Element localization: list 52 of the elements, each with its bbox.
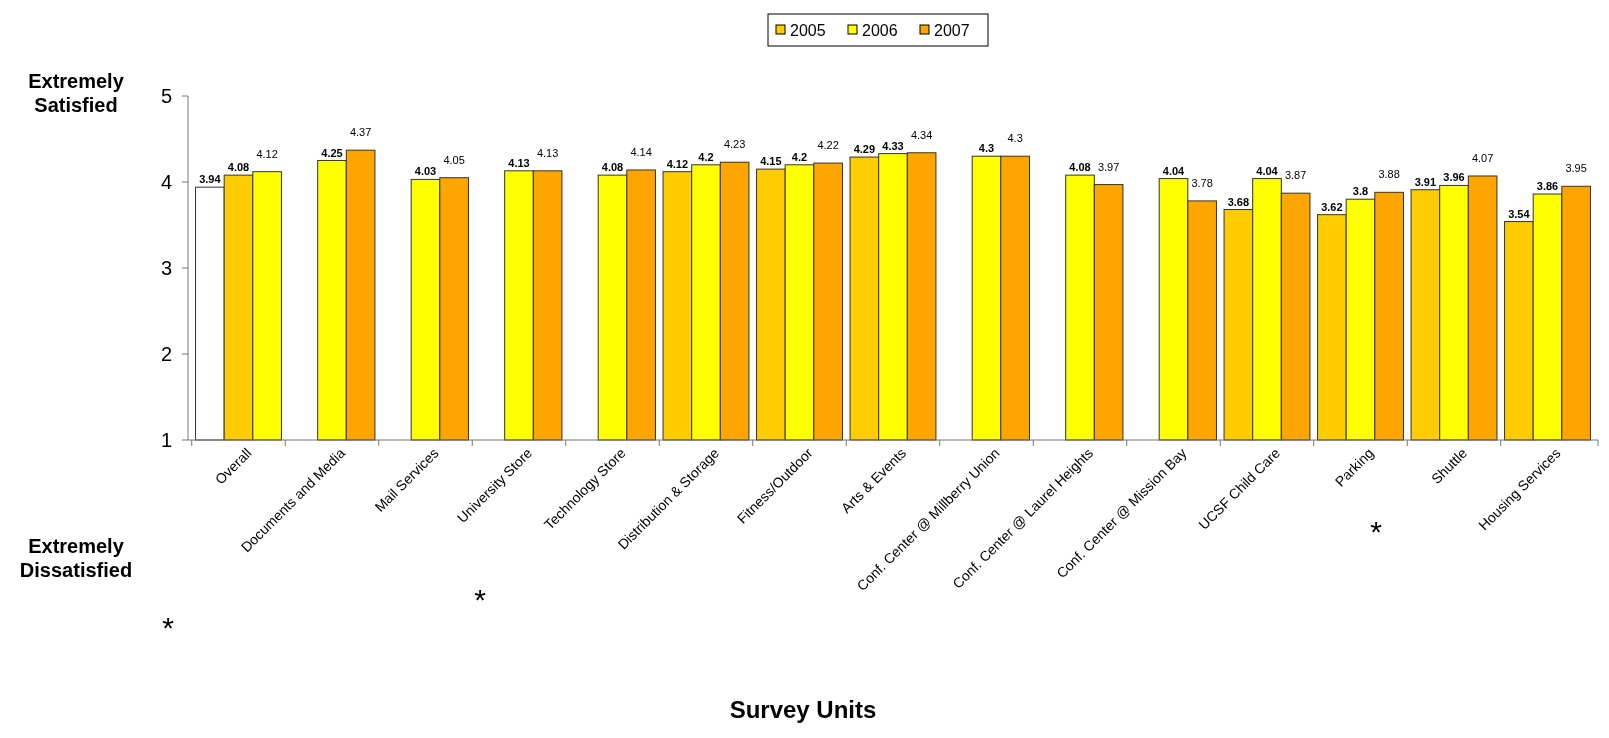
- data-label: 4.3: [1007, 132, 1023, 145]
- data-label: 4.3: [978, 142, 995, 155]
- data-label: 3.54: [1508, 207, 1531, 220]
- data-label: 3.68: [1227, 195, 1250, 208]
- data-label: 4.13: [508, 156, 530, 169]
- data-label: 4.03: [414, 165, 437, 178]
- text: Extremely Dissatisfied: [19, 535, 133, 581]
- data-label: 4.04: [1162, 164, 1186, 177]
- legend-label: 2005: [790, 22, 826, 39]
- data-label: 3.86: [1536, 180, 1559, 193]
- data-label: 3.62: [1321, 200, 1343, 213]
- text: *: [1370, 515, 1383, 548]
- y-tick-label: 5: [160, 85, 172, 107]
- data-label: 4.2: [791, 150, 808, 163]
- text: Extremely Satisfied: [28, 70, 125, 116]
- legend-label: 2006: [862, 22, 898, 39]
- data-label: 3.87: [1284, 169, 1307, 182]
- data-label: 3.88: [1378, 168, 1400, 181]
- data-label: 4.04: [1256, 164, 1279, 177]
- data-label: 3.95: [1565, 162, 1587, 175]
- y-tick-label: 3: [160, 257, 172, 279]
- data-label: 4.14: [630, 145, 652, 158]
- data-label: 3.96: [1443, 171, 1465, 184]
- data-label: 4.08: [601, 161, 624, 174]
- text: *: [162, 611, 175, 644]
- y-tick-label: 1: [160, 429, 172, 451]
- data-label: 4.29: [853, 143, 876, 156]
- x-axis-title: Survey Units: [729, 696, 877, 723]
- data-label: 4.15: [760, 155, 782, 168]
- legend-label: 2007: [934, 22, 970, 39]
- data-label: 4.34: [910, 128, 933, 141]
- data-label: 4.12: [666, 157, 689, 170]
- text: *: [474, 583, 487, 616]
- data-label: 4.33: [882, 139, 904, 152]
- data-label: 4.23: [723, 138, 746, 151]
- data-label: 3.91: [1414, 175, 1437, 188]
- data-label: 3.94: [199, 173, 222, 186]
- data-label: 4.2: [698, 150, 714, 163]
- y-tick-label: 2: [160, 343, 172, 365]
- data-label: 3.8: [1352, 185, 1369, 198]
- data-label: 4.22: [817, 139, 839, 152]
- data-label: 4.25: [321, 146, 343, 159]
- data-label: 4.08: [227, 161, 250, 174]
- data-label: 4.08: [1069, 161, 1091, 174]
- data-label: 4.05: [443, 153, 465, 166]
- y-tick-label: 4: [160, 171, 172, 193]
- data-label: 4.12: [256, 147, 278, 160]
- data-label: 4.37: [349, 126, 372, 139]
- data-label: 4.13: [536, 146, 559, 159]
- data-label: 4.07: [1471, 151, 1494, 164]
- data-label: 3.97: [1097, 160, 1120, 173]
- data-label: 3.78: [1191, 176, 1213, 189]
